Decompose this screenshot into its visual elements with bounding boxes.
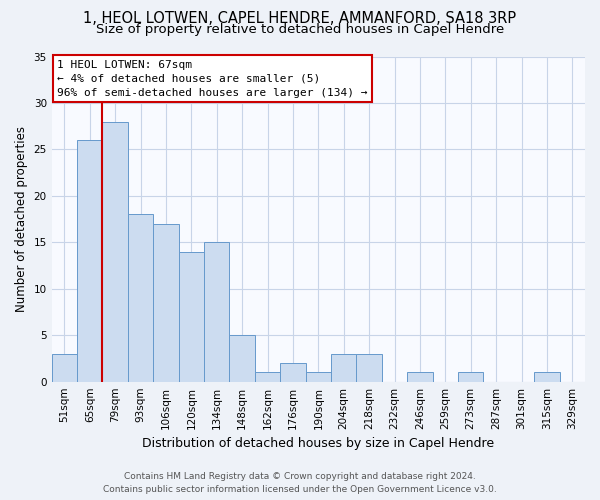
Text: Size of property relative to detached houses in Capel Hendre: Size of property relative to detached ho… [96,23,504,36]
Bar [458,372,484,382]
Text: 1, HEOL LOTWEN, CAPEL HENDRE, AMMANFORD, SA18 3RP: 1, HEOL LOTWEN, CAPEL HENDRE, AMMANFORD,… [83,11,517,26]
Bar [305,372,331,382]
Y-axis label: Number of detached properties: Number of detached properties [15,126,28,312]
Bar [331,354,356,382]
Bar [128,214,153,382]
Bar [534,372,560,382]
Bar [103,122,128,382]
Bar [52,354,77,382]
Bar [280,363,305,382]
Bar [356,354,382,382]
Bar [204,242,229,382]
X-axis label: Distribution of detached houses by size in Capel Hendre: Distribution of detached houses by size … [142,437,494,450]
Bar [179,252,204,382]
Bar [229,335,255,382]
Bar [255,372,280,382]
Text: Contains HM Land Registry data © Crown copyright and database right 2024.
Contai: Contains HM Land Registry data © Crown c… [103,472,497,494]
Bar [153,224,179,382]
Text: 1 HEOL LOTWEN: 67sqm
← 4% of detached houses are smaller (5)
96% of semi-detache: 1 HEOL LOTWEN: 67sqm ← 4% of detached ho… [57,60,367,98]
Bar [407,372,433,382]
Bar [77,140,103,382]
